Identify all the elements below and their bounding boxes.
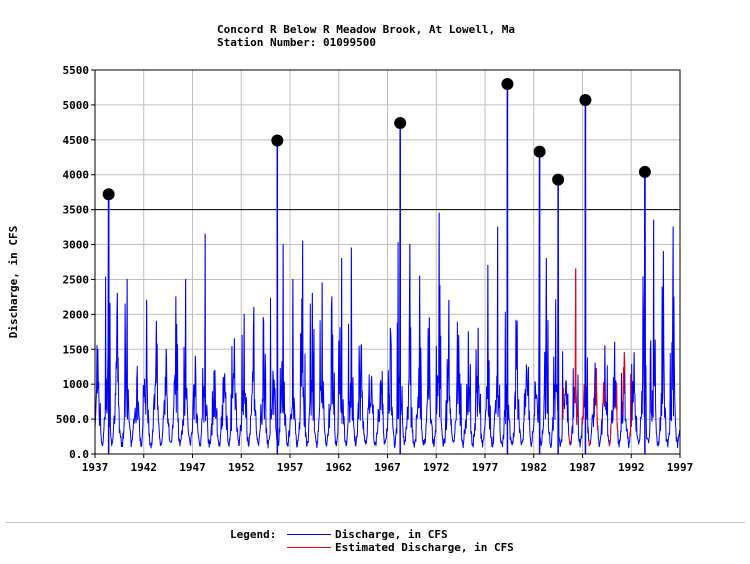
series-estimated-line <box>615 382 619 433</box>
chart-title: Concord R Below R Meadow Brook, At Lowel… <box>217 23 515 49</box>
series-estimated-line <box>602 382 605 407</box>
peak-marker <box>271 134 284 147</box>
y-tick-label: 1000 <box>63 378 90 391</box>
x-tick-label: 1972 <box>423 461 450 474</box>
peak-marker <box>501 77 514 90</box>
series-estimated-line <box>629 374 632 437</box>
y-tick-label: 3000 <box>63 239 90 252</box>
y-axis-title: Discharge, in CFS <box>7 226 20 339</box>
legend-swatch-estimated <box>287 546 331 548</box>
series-estimated-line <box>568 433 571 446</box>
x-tick-label: 1987 <box>569 461 596 474</box>
peak-markers <box>102 77 651 454</box>
y-tick-label: 2500 <box>63 273 90 286</box>
x-tick-label: 1947 <box>179 461 206 474</box>
series-estimated-line <box>608 423 612 447</box>
legend-swatch-discharge <box>287 533 331 535</box>
y-tick-label: 3500 <box>63 204 90 217</box>
y-axis-ticks: 0.0 500.0 1000 1500 2000 2500 3000 3500 4000 4500… <box>56 64 95 461</box>
peak-marker <box>102 188 115 201</box>
x-tick-label: 1937 <box>82 461 109 474</box>
legend-item-estimated: Estimated Discharge, in CFS <box>287 541 514 554</box>
x-tick-label: 1997 <box>667 461 694 474</box>
series-estimated-line <box>574 268 578 425</box>
series-estimated-line <box>588 439 592 447</box>
y-tick-label: 500.0 <box>56 413 89 426</box>
x-tick-label: 1977 <box>472 461 499 474</box>
legend-item-discharge: Discharge, in CFS <box>287 528 448 541</box>
series-group <box>94 83 681 449</box>
x-axis-ticks: 1937 1942 1947 1952 1957 1962 1967 1972 1977 1982… <box>82 454 694 474</box>
x-tick-label: 1982 <box>521 461 548 474</box>
peak-marker <box>638 165 651 178</box>
series-estimated-line <box>581 384 585 425</box>
x-tick-label: 1952 <box>228 461 255 474</box>
x-tick-label: 1957 <box>277 461 304 474</box>
x-tick-label: 1967 <box>374 461 401 474</box>
grid <box>94 69 681 455</box>
y-tick-label: 0.0 <box>69 448 89 461</box>
y-tick-label: 4500 <box>63 134 90 147</box>
y-tick-label: 4000 <box>63 169 90 182</box>
x-tick-label: 1962 <box>326 461 353 474</box>
series-estimated-line <box>622 352 626 416</box>
y-tick-label: 2000 <box>63 308 90 321</box>
peak-marker <box>394 117 407 130</box>
legend-divider <box>5 522 745 523</box>
peak-marker <box>552 173 565 186</box>
legend-label: Legend: <box>230 528 277 541</box>
y-tick-label: 5500 <box>63 64 90 77</box>
peak-marker <box>533 145 546 158</box>
y-tick-label: 5000 <box>63 99 90 112</box>
y-tick-label: 1500 <box>63 343 90 356</box>
legend-item-label: Discharge, in CFS <box>335 528 448 541</box>
chart-title-line1: Concord R Below R Meadow Brook, At Lowel… <box>217 23 516 36</box>
series-estimated-line <box>595 367 598 430</box>
legend-item-label: Estimated Discharge, in CFS <box>335 541 514 554</box>
chart-title-line2: Station Number: 01099500 <box>217 36 376 49</box>
x-tick-label: 1942 <box>131 461 158 474</box>
peak-marker <box>579 94 592 107</box>
x-tick-label: 1992 <box>618 461 645 474</box>
